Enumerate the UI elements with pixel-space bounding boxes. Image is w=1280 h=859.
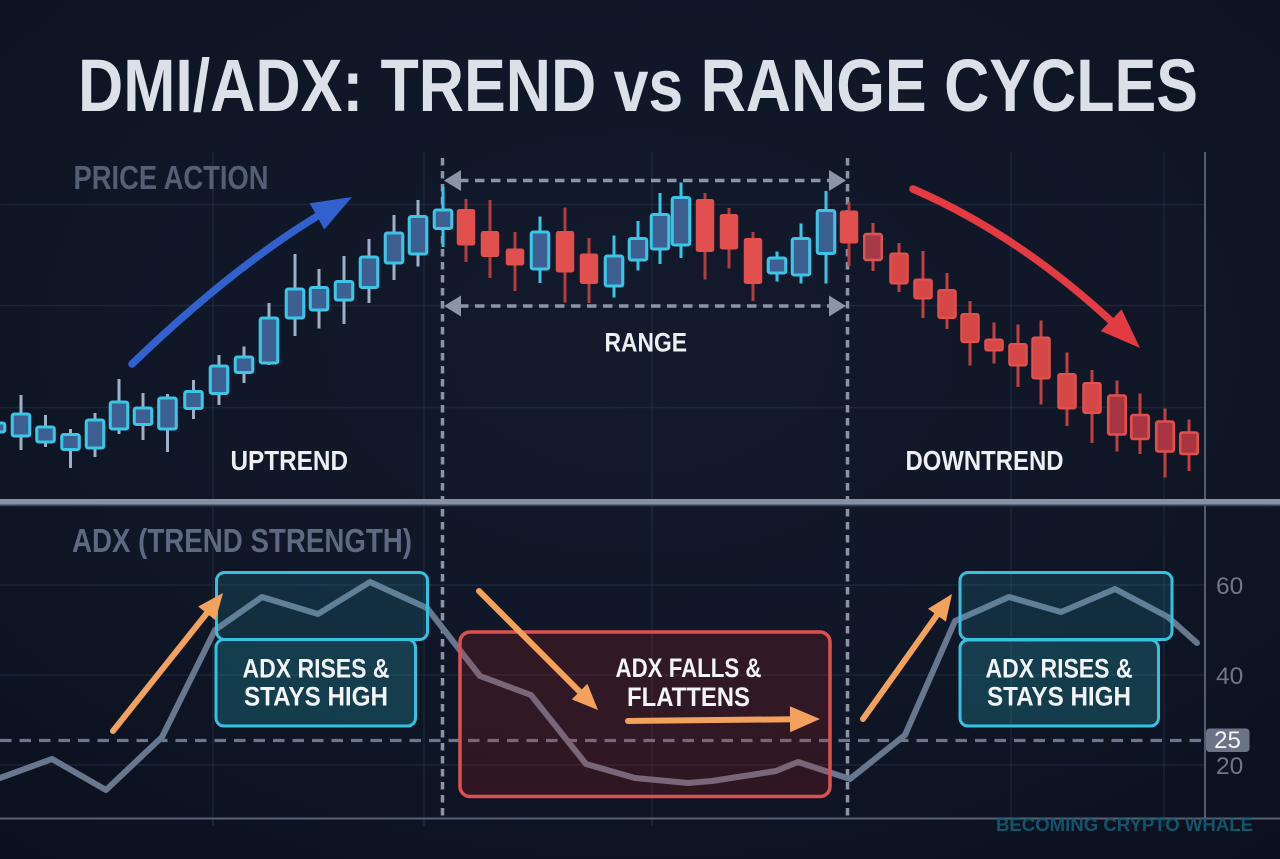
- svg-text:ADX FALLS &: ADX FALLS &: [616, 653, 762, 683]
- svg-text:60: 60: [1216, 573, 1243, 600]
- svg-text:40: 40: [1216, 663, 1243, 690]
- svg-text:RANGE: RANGE: [605, 328, 688, 358]
- svg-text:DMI/ADX: TREND vs RANGE CYCLES: DMI/ADX: TREND vs RANGE CYCLES: [78, 44, 1198, 127]
- svg-text:20: 20: [1216, 753, 1243, 780]
- svg-text:ADX RISES &: ADX RISES &: [243, 654, 390, 684]
- svg-text:FLATTENS: FLATTENS: [627, 682, 750, 712]
- svg-text:DOWNTREND: DOWNTREND: [906, 445, 1064, 476]
- svg-text:UPTREND: UPTREND: [231, 445, 349, 476]
- svg-text:PRICE ACTION: PRICE ACTION: [74, 160, 269, 197]
- svg-text:25: 25: [1214, 727, 1241, 754]
- svg-text:ADX (TREND STRENGTH): ADX (TREND STRENGTH): [72, 523, 412, 560]
- svg-text:STAYS HIGH: STAYS HIGH: [987, 682, 1131, 712]
- svg-text:ADX RISES &: ADX RISES &: [986, 654, 1133, 684]
- svg-text:STAYS HIGH: STAYS HIGH: [244, 682, 388, 712]
- svg-text:BECOMING CRYPTO WHALE: BECOMING CRYPTO WHALE: [996, 815, 1253, 835]
